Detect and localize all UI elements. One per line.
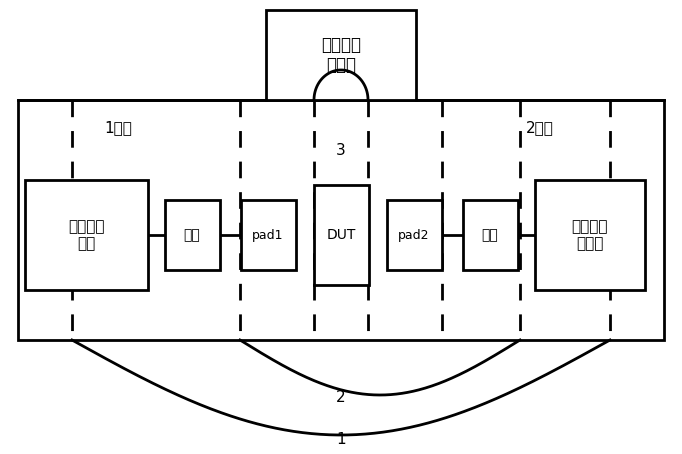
Bar (241, 200, 295, 270)
Text: 1: 1 (336, 433, 346, 448)
Text: 探针: 探针 (183, 228, 201, 242)
Bar (462, 200, 518, 270)
Text: 负载阻抗
调谐器: 负载阻抗 调谐器 (572, 219, 608, 251)
Bar (266, 10, 416, 100)
Bar (25, 180, 148, 290)
Text: 3: 3 (336, 143, 346, 158)
Text: pad1: pad1 (252, 228, 284, 242)
Text: 2: 2 (336, 390, 346, 405)
Text: 矢量网络
分析仪: 矢量网络 分析仪 (321, 35, 361, 74)
Text: pad2: pad2 (398, 228, 430, 242)
Bar (164, 200, 220, 270)
Text: DUT: DUT (326, 228, 356, 242)
Text: 2端口: 2端口 (526, 120, 554, 135)
Bar (18, 100, 664, 340)
Text: 1端口: 1端口 (104, 120, 132, 135)
Bar (314, 185, 368, 285)
Bar (387, 200, 441, 270)
Text: 源阻抗调
谐器: 源阻抗调 谐器 (68, 219, 105, 251)
Text: 探针: 探针 (481, 228, 499, 242)
Bar (535, 180, 645, 290)
